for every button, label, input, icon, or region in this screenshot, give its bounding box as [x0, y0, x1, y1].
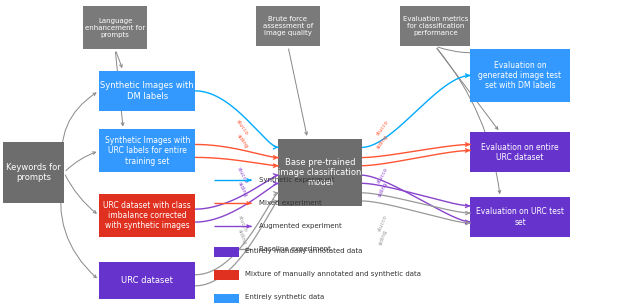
- FancyBboxPatch shape: [99, 194, 195, 237]
- Text: stucco: stucco: [236, 214, 248, 233]
- FancyBboxPatch shape: [99, 71, 195, 111]
- FancyBboxPatch shape: [470, 49, 570, 102]
- FancyBboxPatch shape: [99, 129, 195, 172]
- FancyBboxPatch shape: [3, 142, 64, 203]
- Text: Baseline experiment: Baseline experiment: [259, 246, 331, 253]
- Text: Entirely manually annotated data: Entirely manually annotated data: [245, 248, 362, 254]
- FancyBboxPatch shape: [470, 132, 570, 172]
- Text: siding: siding: [235, 134, 249, 150]
- Text: Evaluation on
generated image test
set with DM labels: Evaluation on generated image test set w…: [479, 61, 561, 90]
- Text: Evaluation metrics
for classification
performance: Evaluation metrics for classification pe…: [403, 16, 468, 36]
- Text: Mixture of manually annotated and synthetic data: Mixture of manually annotated and synthe…: [245, 271, 421, 277]
- FancyBboxPatch shape: [278, 139, 362, 206]
- Text: URC dataset: URC dataset: [121, 276, 173, 285]
- Text: Synthetic experiment: Synthetic experiment: [259, 177, 335, 183]
- Text: Keywords for
prompts: Keywords for prompts: [6, 163, 61, 182]
- Text: stucco: stucco: [235, 119, 249, 136]
- Text: Synthetic Images with
DM labels: Synthetic Images with DM labels: [100, 81, 194, 100]
- FancyBboxPatch shape: [214, 294, 239, 303]
- Text: Synthetic Images with
URC labels for entire
training set: Synthetic Images with URC labels for ent…: [104, 136, 190, 166]
- FancyBboxPatch shape: [470, 197, 570, 237]
- Text: stucco: stucco: [377, 214, 388, 233]
- Text: Evaluation on URC test
set: Evaluation on URC test set: [476, 208, 564, 227]
- Text: stucco: stucco: [376, 119, 390, 136]
- Text: URC dataset with class
imbalance corrected
with synthetic images: URC dataset with class imbalance correct…: [103, 201, 191, 230]
- Text: Entirely synthetic data: Entirely synthetic data: [245, 294, 324, 300]
- Text: siding: siding: [378, 229, 388, 246]
- Text: stucco: stucco: [236, 167, 248, 184]
- Text: Mixed experiment: Mixed experiment: [259, 200, 322, 206]
- FancyBboxPatch shape: [99, 262, 195, 299]
- Text: stucco: stucco: [376, 167, 389, 184]
- FancyBboxPatch shape: [400, 6, 470, 46]
- FancyBboxPatch shape: [83, 6, 147, 49]
- Text: Augmented experiment: Augmented experiment: [259, 223, 342, 229]
- Text: siding: siding: [236, 181, 248, 198]
- Text: Evaluation on entire
URC dataset: Evaluation on entire URC dataset: [481, 143, 559, 162]
- Text: siding: siding: [237, 229, 247, 246]
- Text: Base pre-trained
image classification
model: Base pre-trained image classification mo…: [278, 158, 362, 187]
- FancyBboxPatch shape: [256, 6, 320, 46]
- FancyBboxPatch shape: [214, 270, 239, 280]
- Text: Brute force
assessment of
image quality: Brute force assessment of image quality: [263, 16, 313, 36]
- Text: Language
enhancement for
prompts: Language enhancement for prompts: [85, 18, 145, 38]
- FancyBboxPatch shape: [214, 247, 239, 257]
- Text: siding: siding: [377, 181, 388, 198]
- Text: siding: siding: [376, 134, 390, 150]
